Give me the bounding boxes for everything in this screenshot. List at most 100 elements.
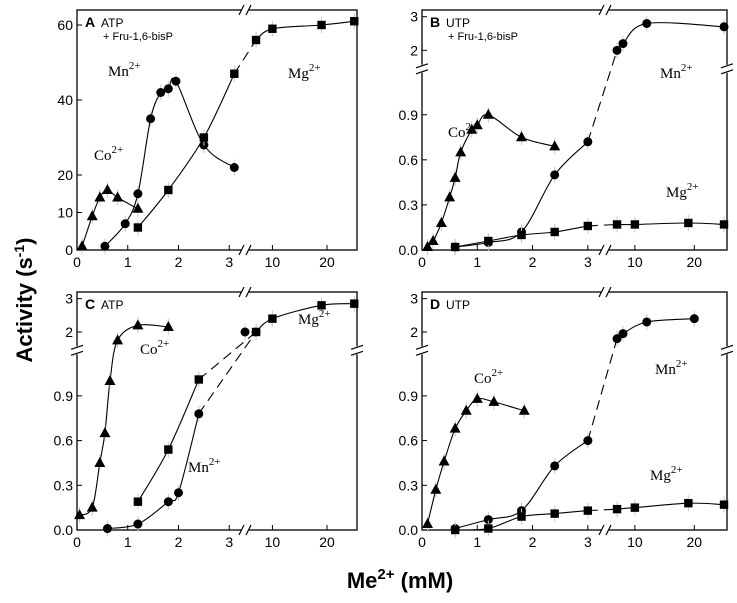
x-tick-label: 3 — [584, 534, 592, 550]
series-label: Mg2+ — [650, 464, 683, 484]
y-tick-label: 0.6 — [54, 433, 74, 449]
y-break-mask — [419, 346, 425, 355]
data-point — [133, 497, 143, 506]
y-break-mark — [415, 63, 429, 69]
panel-frame — [421, 9, 728, 251]
series-label-charge: 2+ — [319, 308, 331, 320]
data-point — [517, 512, 526, 521]
y-tick-label: 3 — [65, 291, 73, 307]
series-mg: Mg2+ — [450, 181, 729, 255]
data-point — [86, 501, 98, 512]
series-co: Co2+ — [74, 317, 174, 524]
x-tick-label: 3 — [584, 254, 592, 270]
series-curve — [616, 22, 725, 51]
series-curve — [427, 114, 555, 248]
y-tick-label: 3 — [410, 9, 418, 25]
y-tick-label: 0.9 — [54, 388, 74, 404]
series-curve — [137, 379, 200, 502]
data-point — [194, 375, 203, 384]
data-point — [450, 242, 460, 252]
series-co: Co2+ — [76, 144, 144, 255]
y-tick-label: 20 — [57, 167, 73, 183]
data-point — [163, 497, 173, 507]
data-point — [133, 189, 143, 199]
y-axis-title-close: ) — [12, 238, 37, 245]
series-curve — [616, 222, 725, 226]
x-tick-label: 2 — [529, 254, 537, 270]
y-tick-label: 0.9 — [399, 388, 419, 404]
panel-frame — [421, 291, 728, 531]
data-point — [444, 191, 456, 202]
x-break-mark — [598, 286, 605, 298]
y-tick-label: 0.0 — [54, 522, 74, 538]
data-point — [156, 88, 166, 97]
y-break-mark — [70, 350, 84, 356]
y-tick-label: 0.3 — [399, 477, 419, 493]
x-break-mark — [245, 244, 252, 256]
series-label-ion: Co — [448, 125, 466, 141]
x-break-mark — [238, 4, 245, 16]
data-point — [550, 461, 560, 471]
data-point — [689, 314, 699, 324]
x-tick-label: 3 — [225, 534, 233, 550]
x-break-mark — [245, 524, 252, 536]
data-point — [612, 504, 622, 514]
series-label: Mg2+ — [298, 308, 331, 328]
series-label-charge: 2+ — [466, 121, 478, 133]
data-point — [435, 216, 447, 227]
y-break-mark — [350, 350, 364, 356]
series-curve — [107, 413, 200, 530]
data-point — [268, 314, 277, 323]
panel-subtitle: UTP — [446, 298, 470, 312]
panel-subtitle: ATP — [101, 16, 123, 30]
data-point — [482, 108, 494, 119]
series-curve — [255, 303, 355, 333]
panel-subtitle-2: + Fru-1,6-bisP — [103, 31, 173, 43]
y-tick-label: 10 — [57, 205, 73, 221]
series-label-charge: 2+ — [112, 144, 124, 156]
y-tick-label: 40 — [57, 92, 73, 108]
y-break-mask — [354, 346, 360, 355]
data-point — [86, 210, 98, 221]
y-axis-title: Activity (s-1) — [11, 238, 37, 363]
y-break-mask — [419, 64, 425, 73]
data-point — [684, 498, 693, 508]
series-curve-bridge — [233, 39, 257, 75]
x-break-mark — [605, 244, 612, 256]
data-point — [112, 334, 124, 345]
y-break-mark — [415, 69, 429, 75]
data-point — [101, 184, 113, 194]
panel-subtitle: UTP — [446, 16, 470, 30]
y-tick-label: 0.0 — [399, 242, 419, 258]
x-tick-label: 20 — [319, 254, 335, 270]
panel-frame — [76, 9, 358, 251]
y-break-mark — [350, 344, 364, 350]
data-point — [229, 163, 239, 172]
series-label-charge: 2+ — [309, 62, 321, 74]
y-tick-label: 0.6 — [399, 433, 419, 449]
x-break-mark — [238, 286, 245, 298]
x-break-mask — [241, 247, 249, 253]
series-mn: Mn2+ — [102, 323, 261, 537]
data-point — [471, 119, 483, 130]
data-point — [719, 220, 729, 229]
series-label: Mn2+ — [188, 456, 221, 476]
x-tick-label: 2 — [175, 534, 183, 550]
data-point — [133, 519, 143, 529]
data-point — [112, 191, 124, 202]
y-break-mask — [724, 64, 730, 73]
data-point — [583, 221, 593, 231]
series-label-charge: 2+ — [492, 367, 504, 379]
x-tick-label: 20 — [687, 534, 703, 550]
data-point — [684, 218, 693, 228]
x-break-mark — [598, 4, 605, 16]
data-point — [438, 455, 450, 466]
x-tick-label: 1 — [473, 534, 481, 550]
data-point — [94, 456, 106, 467]
series-curve-bridge — [587, 338, 618, 441]
data-point — [162, 320, 174, 331]
series-curve — [616, 502, 725, 510]
